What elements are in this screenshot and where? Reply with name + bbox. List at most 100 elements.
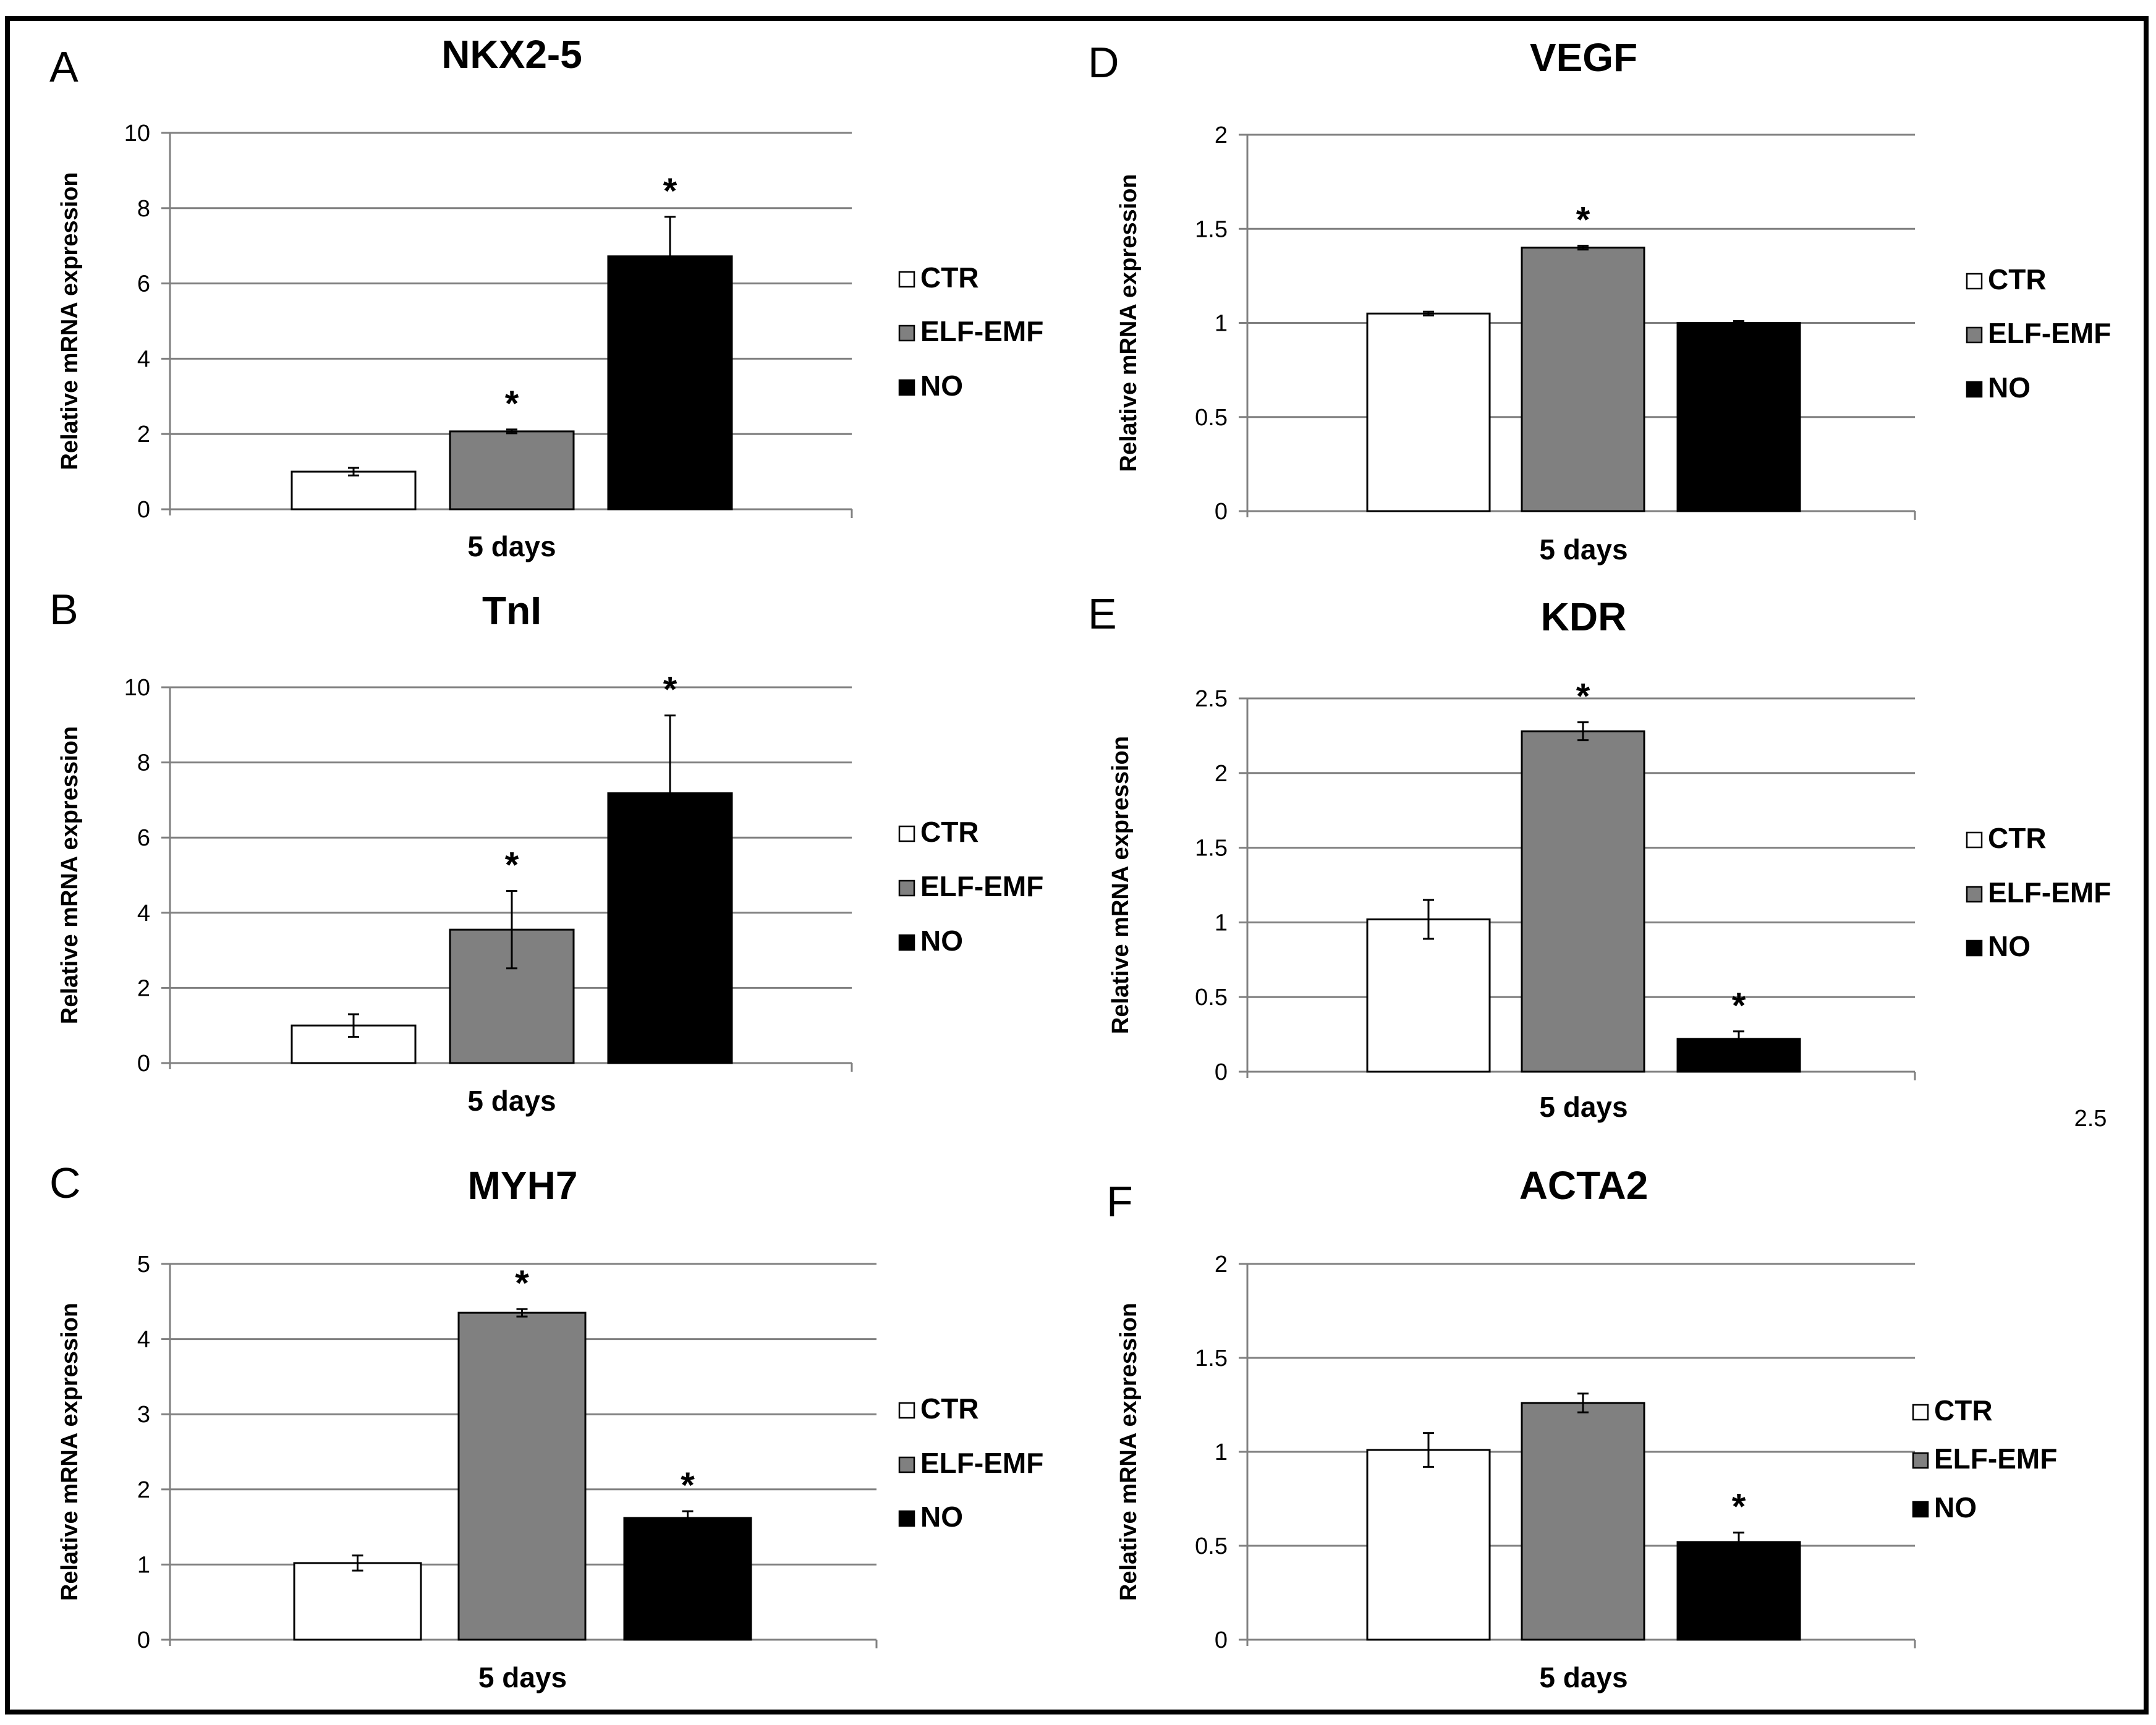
legend-label: NO (1934, 1491, 1977, 1524)
legend-item-ctr: CTR (898, 261, 979, 294)
legend-item-no: NO (1912, 1491, 1977, 1524)
bar-elf-emf (1521, 247, 1645, 512)
legend-label: NO (1988, 371, 2031, 404)
legend-item-ctr: CTR (898, 816, 979, 848)
significance-star: * (515, 1263, 529, 1303)
legend-item-ctr: CTR (1912, 1394, 1993, 1426)
chart-panel-d: D VEGF 0 0.5 1 1.5 2 Relative mRNA expression 5 … (1088, 35, 2111, 566)
legend-item-no: NO (1966, 930, 2031, 962)
legend-item-elf-emf: ELF-EMF (1912, 1443, 2057, 1475)
y-tick-label: 1.5 (1195, 1346, 1228, 1371)
y-tick-label: 1 (137, 1552, 150, 1578)
y-tick-label: 2 (137, 422, 150, 447)
legend-item-elf-emf: ELF-EMF (898, 870, 1043, 902)
error-bar (516, 1308, 528, 1318)
chart-panel-c: C MYH7 0 1 2 3 4 5 Relative mRNA expression 5 day… (49, 1159, 1043, 1693)
y-axis-label: Relative mRNA expression (57, 172, 83, 470)
x-axis-label: 5 days (1539, 1661, 1628, 1693)
legend-label: CTR (920, 261, 979, 294)
error-bar (506, 890, 517, 970)
legend-swatch (1912, 1404, 1929, 1421)
y-tick-label: 5 (137, 1252, 150, 1278)
legend-item-no: NO (898, 925, 963, 957)
y-axis-label: Relative mRNA expression (57, 1303, 83, 1601)
bar-elf-emf (1521, 730, 1645, 1073)
legend-label: CTR (1988, 822, 2047, 854)
figure-frame (5, 16, 2149, 1714)
y-tick-label: 1.5 (1195, 216, 1228, 242)
y-tick-label: 10 (124, 121, 150, 146)
significance-star: * (663, 670, 677, 710)
bar-elf-emf (1521, 1402, 1645, 1641)
significance-star: * (1576, 677, 1590, 717)
panel-letter: A (49, 43, 79, 91)
panel-letter: F (1106, 1177, 1133, 1226)
bar-ctr (1366, 1449, 1491, 1641)
error-bar (506, 428, 517, 434)
error-bar (348, 467, 359, 477)
bar-elf-emf (449, 430, 575, 511)
legend-label: NO (1988, 930, 2031, 962)
x-axis-label: 5 days (478, 1661, 567, 1693)
y-tick-label: 6 (137, 825, 150, 851)
chart-title: MYH7 (468, 1163, 578, 1208)
legend-item-ctr: CTR (1966, 822, 2047, 854)
legend-swatch (1966, 886, 1983, 903)
legend-label: NO (920, 370, 963, 402)
error-bar (1733, 1030, 1744, 1048)
legend-swatch (898, 1456, 915, 1473)
bar-no (1676, 1541, 1801, 1641)
y-tick-label: 0.5 (1195, 405, 1228, 431)
significance-star: * (1576, 200, 1590, 240)
legend-item-no: NO (898, 370, 963, 402)
legend-item-elf-emf: ELF-EMF (898, 1447, 1043, 1479)
chart-title: VEGF (1530, 35, 1637, 80)
legend-label: ELF-EMF (920, 1447, 1043, 1479)
chart-title: TnI (482, 588, 541, 633)
legend-swatch (898, 1402, 915, 1419)
legend-swatch (898, 379, 915, 396)
y-tick-label: 2 (1215, 122, 1228, 148)
y-axis-label: Relative mRNA expression (1116, 1303, 1142, 1601)
error-bar (1423, 310, 1434, 316)
legend-swatch (1912, 1452, 1929, 1469)
chart-panel-e: E KDR 0 0.5 1 1.5 2 2.5 Relative mRNA expression… (1088, 590, 2111, 1123)
bar-no (1676, 322, 1801, 512)
significance-star: * (663, 171, 677, 211)
chart-panel-f: F ACTA2 0 0.5 1 1.5 2 Relative mRNA expression 5… (1106, 1163, 2057, 1693)
legend-label: ELF-EMF (920, 315, 1043, 347)
legend-swatch (1912, 1501, 1929, 1518)
y-axis-label: Relative mRNA expression (1108, 736, 1134, 1034)
legend-label: ELF-EMF (1934, 1443, 2057, 1475)
y-tick-label: 0 (137, 1627, 150, 1653)
y-tick-label: 2.5 (1195, 686, 1228, 712)
legend-label: ELF-EMF (920, 870, 1043, 902)
panel-letter: C (49, 1159, 81, 1207)
y-tick-label: 0 (1215, 499, 1228, 525)
y-tick-label: 2 (137, 1477, 150, 1503)
legend-swatch (898, 825, 915, 842)
y-tick-label: 8 (137, 196, 150, 222)
significance-star: * (1732, 1487, 1746, 1527)
bar-no (607, 255, 733, 511)
legend-item-ctr: CTR (898, 1392, 979, 1425)
chart-panel-b: B TnI 0 2 4 6 8 10 Relative mRNA expression 5 day… (49, 585, 1043, 1117)
legend-swatch (1966, 939, 1983, 957)
legend-item-elf-emf: ELF-EMF (898, 315, 1043, 347)
y-tick-label: 6 (137, 271, 150, 297)
panel-letter: D (1088, 38, 1119, 87)
legend-label: NO (920, 925, 963, 957)
chart-title: KDR (1541, 595, 1627, 639)
x-axis-label: 5 days (1539, 1091, 1628, 1123)
significance-star: * (505, 384, 519, 424)
panel-letter: E (1088, 590, 1117, 638)
legend-label: CTR (1934, 1394, 1993, 1426)
error-bar (1423, 1432, 1434, 1468)
y-tick-label: 0 (1215, 1627, 1228, 1653)
legend-swatch (1966, 273, 1983, 290)
y-tick-label: 1 (1215, 1439, 1228, 1465)
legend-item-no: NO (1966, 371, 2031, 404)
legend-label: CTR (920, 1392, 979, 1425)
y-tick-label: 2 (1215, 761, 1228, 787)
